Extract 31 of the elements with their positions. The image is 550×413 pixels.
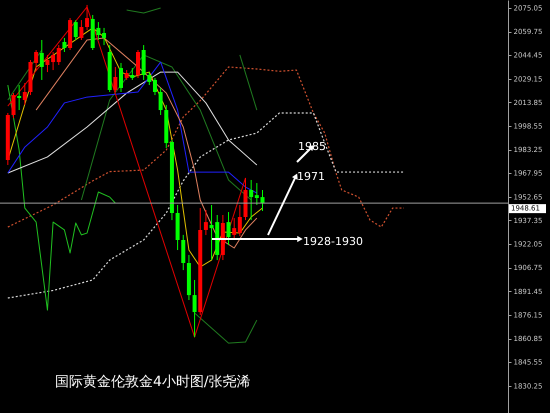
candlestick xyxy=(22,82,27,106)
line-series xyxy=(7,62,258,194)
line-series xyxy=(7,6,246,338)
candlestick xyxy=(119,62,124,92)
line-series xyxy=(7,66,405,228)
line-series xyxy=(7,27,263,268)
candlestick xyxy=(181,234,186,271)
candlestick xyxy=(62,37,66,53)
candlestick xyxy=(40,39,44,80)
line-series xyxy=(80,54,252,201)
candlestick xyxy=(238,204,242,236)
candlestick xyxy=(113,66,118,92)
candlestick xyxy=(11,92,16,119)
candlestick xyxy=(249,179,254,221)
candlestick xyxy=(74,20,78,40)
candlestick xyxy=(192,279,197,338)
line-series xyxy=(7,84,116,311)
candlestick xyxy=(158,87,163,116)
annotation: 1928-1930 xyxy=(303,235,363,248)
candlestick xyxy=(79,20,84,40)
candlestick xyxy=(17,84,22,111)
candlestick xyxy=(130,68,134,80)
candlestick xyxy=(124,70,129,80)
candlestick xyxy=(136,50,140,78)
candlestick xyxy=(226,212,231,246)
candlestick xyxy=(232,218,236,240)
candlestick xyxy=(85,4,90,30)
text: 国际黄金伦敦金4小时图/张尧浠 xyxy=(55,374,251,390)
annotation: 1971 xyxy=(297,170,325,183)
candlestick xyxy=(56,44,61,66)
candlestick xyxy=(204,210,208,236)
